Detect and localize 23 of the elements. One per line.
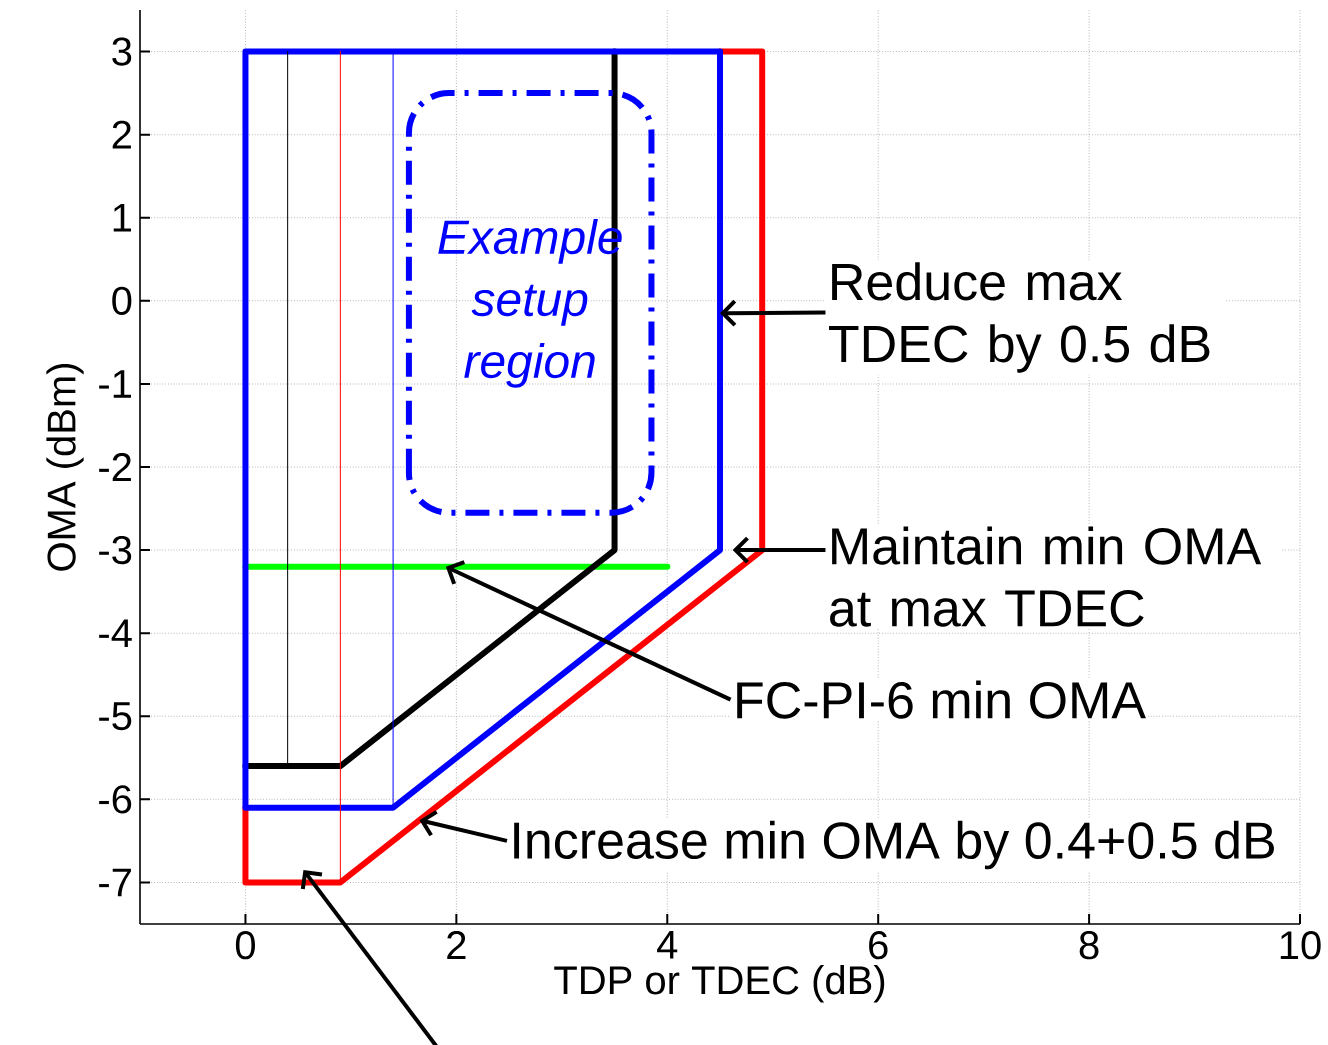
- x-tick-label: 2: [447, 931, 466, 959]
- y-tick-label: 3: [112, 37, 132, 66]
- x-tick-label: 10: [1280, 931, 1321, 960]
- annotation: FC-PI-6 min OMA: [737, 680, 1146, 719]
- x-tick-label: 6: [869, 931, 888, 960]
- y-tick-label: 0: [112, 286, 132, 315]
- y-tick-label: -3: [99, 535, 132, 565]
- y-tick-label: -1: [99, 370, 131, 398]
- y-tick-label: -6: [99, 785, 132, 814]
- y-axis-title: OMA (dBm): [46, 363, 84, 571]
- y-tick-label: 2: [112, 120, 131, 149]
- x-tick-label: 0: [235, 931, 256, 960]
- annotation: Reduce max TDEC by 0.5 dB: [829, 262, 1210, 373]
- x-axis-title: TDP or TDEC (dB): [554, 965, 885, 1003]
- annotation: Increase min OMA by 0.4+0.5 dB: [514, 820, 1274, 870]
- y-tick-label: 1: [113, 203, 131, 232]
- y-tick-label: -7: [99, 868, 131, 897]
- y-tick-label: -4: [99, 619, 132, 647]
- annotation: Maintain min OMA at max TDEC: [830, 526, 1262, 627]
- y-tick-label: -5: [99, 702, 132, 731]
- y-tick-label: -2: [99, 453, 131, 481]
- x-tick-label: 4: [657, 931, 678, 959]
- x-tick-label: 8: [1079, 931, 1099, 960]
